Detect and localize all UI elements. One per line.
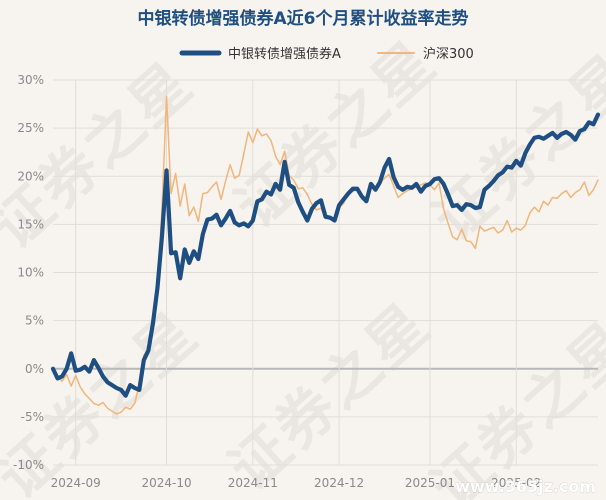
watermark-url: www.365jz.com bbox=[455, 477, 596, 496]
y-tick-label-6: 15% bbox=[17, 217, 44, 231]
y-tick-label-8: 25% bbox=[17, 121, 44, 135]
series-line-1 bbox=[50, 112, 601, 398]
chart-title: 中银转债增强债券A近6个月累计收益率走势 bbox=[138, 8, 469, 29]
y-tick-label-9: 30% bbox=[17, 73, 44, 87]
legend-label-series-2: 沪深300 bbox=[423, 46, 474, 62]
x-tick-label-4: 2024-12 bbox=[314, 476, 364, 490]
grid-layer bbox=[53, 79, 598, 466]
y-tick-label-4: 5% bbox=[25, 314, 44, 328]
x-tick-label-6: 2025-02 bbox=[491, 476, 541, 490]
series-layer bbox=[50, 95, 601, 415]
axis-layer: -10% -5% 0% 5% 10% 15% 20% 25% 30% 2024-09 2024-10… bbox=[13, 73, 541, 490]
watermark-text-6: 证券之星 bbox=[418, 308, 606, 500]
legend: 中银转债增强债券A 沪深300 bbox=[179, 46, 474, 62]
x-tick-label-5: 2025-01 bbox=[405, 476, 455, 490]
y-tick-label-7: 20% bbox=[17, 169, 44, 183]
y-tick-label-1: -10% bbox=[13, 458, 44, 472]
y-tick-label-5: 10% bbox=[17, 266, 44, 280]
y-tick-label-2: -5% bbox=[21, 410, 44, 424]
y-tick-label-3: 0% bbox=[25, 362, 44, 376]
url-layer: www.365jz.com bbox=[455, 477, 596, 496]
x-tick-label-2: 2024-10 bbox=[141, 476, 191, 490]
x-tick-label-1: 2024-09 bbox=[51, 476, 101, 490]
legend-label-series-1: 中银转债增强债券A bbox=[228, 46, 341, 62]
x-tick-label-3: 2024-11 bbox=[228, 476, 278, 490]
